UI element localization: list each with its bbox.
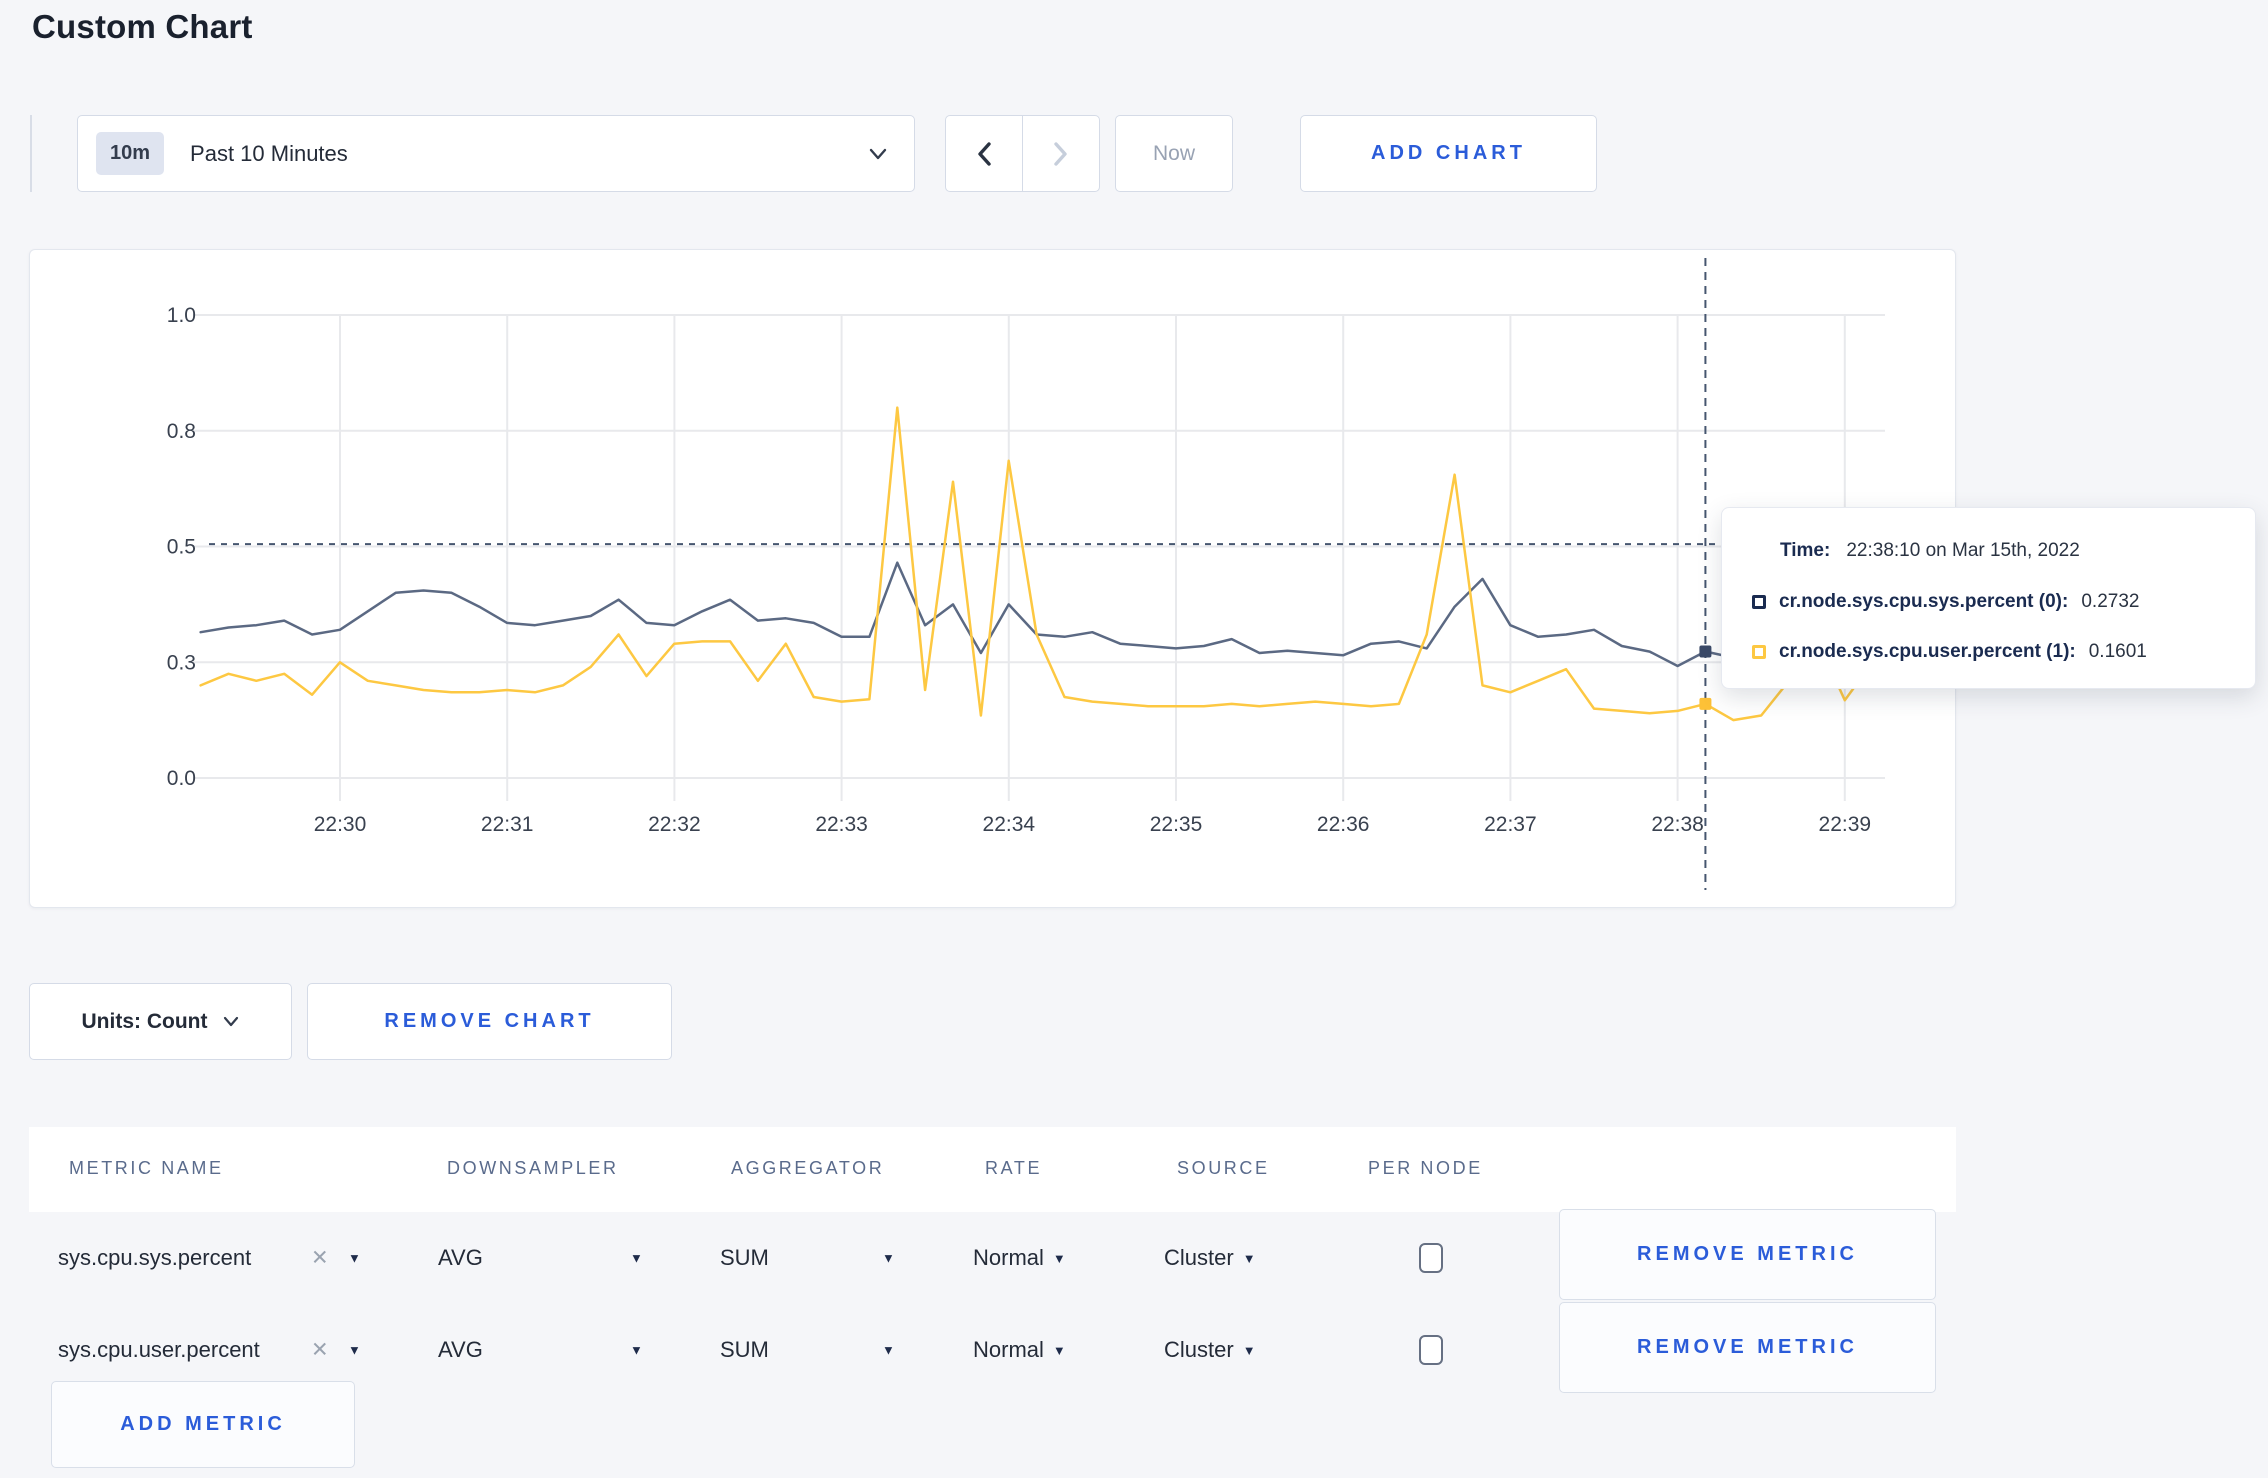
tooltip-series-value: 0.1601 xyxy=(2088,641,2147,662)
prev-time-button[interactable] xyxy=(946,116,1023,191)
add-metric-button[interactable]: ADD METRIC xyxy=(51,1381,355,1468)
next-time-button[interactable] xyxy=(1023,116,1099,191)
user-percent-line xyxy=(199,406,1874,722)
cpu-chart-svg[interactable]: 0.0 0.3 0.5 0.8 1.0 22:30 22:31 22:32 22:33 22:34… xyxy=(30,250,1955,907)
source-dropdown[interactable]: Cluster ▼ xyxy=(1164,1245,1256,1271)
caret-down-icon: ▼ xyxy=(1052,1342,1066,1358)
rate-value: Normal xyxy=(973,1245,1044,1270)
tooltip-series-row: cr.node.sys.cpu.user.percent (1): 0.1601 xyxy=(1752,641,2147,663)
y-axis-label: 0.8 xyxy=(167,420,196,443)
add-chart-button[interactable]: ADD CHART xyxy=(1300,115,1597,192)
chevron-down-icon xyxy=(223,1016,239,1027)
metric-row: sys.cpu.user.percent ✕ ▼ AVG ▼ SUM ▼ Nor… xyxy=(0,1304,2268,1396)
downsampler-caret-down-icon[interactable]: ▼ xyxy=(630,1250,643,1266)
chevron-down-icon xyxy=(868,147,888,161)
sys-percent-line xyxy=(199,561,1874,668)
toolbar-divider xyxy=(30,115,32,192)
chevron-right-icon xyxy=(1053,141,1069,167)
x-axis-label: 22:33 xyxy=(815,813,868,836)
remove-metric-label: REMOVE METRIC xyxy=(1637,1336,1858,1358)
metric-caret-down-icon[interactable]: ▼ xyxy=(348,1342,361,1358)
remove-metric-button[interactable]: REMOVE METRIC xyxy=(1559,1209,1936,1300)
time-nav-arrows xyxy=(945,115,1100,192)
downsampler-dropdown[interactable]: AVG xyxy=(438,1245,483,1270)
aggregator-caret-down-icon[interactable]: ▼ xyxy=(882,1250,895,1266)
x-axis-label: 22:36 xyxy=(1317,813,1370,836)
x-axis-label: 22:31 xyxy=(481,813,534,836)
source-dropdown[interactable]: Cluster ▼ xyxy=(1164,1337,1256,1363)
downsampler-dropdown[interactable]: AVG xyxy=(438,1337,483,1362)
aggregator-caret-down-icon[interactable]: ▼ xyxy=(882,1342,895,1358)
header-rate: RATE xyxy=(985,1158,1043,1178)
add-chart-label: ADD CHART xyxy=(1371,142,1526,164)
per-node-checkbox[interactable] xyxy=(1419,1335,1443,1365)
y-axis-label: 0.3 xyxy=(167,651,196,674)
header-source: SOURCE xyxy=(1177,1158,1270,1178)
remove-chart-button[interactable]: REMOVE CHART xyxy=(307,983,672,1060)
rate-dropdown[interactable]: Normal ▼ xyxy=(973,1245,1066,1271)
sys-percent-hover-dot xyxy=(1699,645,1712,658)
metrics-table-header: METRIC NAME DOWNSAMPLER AGGREGATOR RATE … xyxy=(29,1127,1956,1212)
rate-value: Normal xyxy=(973,1337,1044,1362)
metric-name-value[interactable]: sys.cpu.user.percent xyxy=(58,1337,260,1362)
header-downsampler: DOWNSAMPLER xyxy=(447,1158,619,1178)
now-button[interactable]: Now xyxy=(1115,115,1233,192)
time-range-dropdown[interactable]: 10m Past 10 Minutes xyxy=(77,115,915,192)
time-range-badge: 10m xyxy=(96,132,165,175)
clear-metric-icon[interactable]: ✕ xyxy=(311,1246,329,1270)
tooltip-series-label: cr.node.sys.cpu.sys.percent (0): xyxy=(1779,591,2069,612)
tooltip-time-value: 22:38:10 on Mar 15th, 2022 xyxy=(1846,540,2080,561)
aggregator-dropdown[interactable]: SUM xyxy=(720,1337,769,1362)
header-metric-name: METRIC NAME xyxy=(69,1158,224,1178)
caret-down-icon: ▼ xyxy=(1242,1342,1256,1358)
downsampler-caret-down-icon[interactable]: ▼ xyxy=(630,1342,643,1358)
y-axis-label: 0.5 xyxy=(167,536,196,559)
caret-down-icon: ▼ xyxy=(1242,1250,1256,1266)
x-axis-label: 22:32 xyxy=(648,813,701,836)
user-percent-swatch-icon xyxy=(1752,645,1766,659)
chart-hover-tooltip: Time: 22:38:10 on Mar 15th, 2022 cr.node.… xyxy=(1721,507,2256,689)
x-axis-label: 22:37 xyxy=(1484,813,1537,836)
x-axis-label: 22:39 xyxy=(1819,813,1872,836)
rate-dropdown[interactable]: Normal ▼ xyxy=(973,1337,1066,1363)
remove-metric-label: REMOVE METRIC xyxy=(1637,1243,1858,1265)
units-dropdown[interactable]: Units: Count xyxy=(29,983,292,1060)
remove-metric-button[interactable]: REMOVE METRIC xyxy=(1559,1302,1936,1393)
y-axis-label: 1.0 xyxy=(167,304,196,327)
add-metric-label: ADD METRIC xyxy=(120,1413,286,1435)
x-axis-label: 22:30 xyxy=(314,813,367,836)
metric-caret-down-icon[interactable]: ▼ xyxy=(348,1250,361,1266)
y-axis-label: 0.0 xyxy=(167,767,196,790)
tooltip-series-label: cr.node.sys.cpu.user.percent (1): xyxy=(1779,641,2076,662)
time-range-label: Past 10 Minutes xyxy=(190,140,348,166)
x-axis-label: 22:35 xyxy=(1150,813,1203,836)
user-percent-hover-dot xyxy=(1699,697,1712,710)
remove-chart-label: REMOVE CHART xyxy=(384,1010,595,1032)
header-aggregator: AGGREGATOR xyxy=(731,1158,885,1178)
page-title: Custom Chart xyxy=(32,8,253,45)
units-label: Units: Count xyxy=(81,1009,208,1033)
source-value: Cluster xyxy=(1164,1337,1234,1362)
x-axis-label: 22:38 xyxy=(1651,813,1704,836)
sys-percent-swatch-icon xyxy=(1752,595,1766,609)
aggregator-dropdown[interactable]: SUM xyxy=(720,1245,769,1270)
tooltip-time-label: Time: xyxy=(1780,540,1831,561)
caret-down-icon: ▼ xyxy=(1052,1250,1066,1266)
per-node-checkbox[interactable] xyxy=(1419,1243,1443,1273)
header-per-node: PER NODE xyxy=(1368,1158,1483,1178)
tooltip-series-value: 0.2732 xyxy=(2081,591,2140,612)
chevron-left-icon xyxy=(976,141,992,167)
x-axis-label: 22:34 xyxy=(983,813,1036,836)
source-value: Cluster xyxy=(1164,1245,1234,1270)
metric-name-value[interactable]: sys.cpu.sys.percent xyxy=(58,1245,252,1270)
tooltip-series-row: cr.node.sys.cpu.sys.percent (0): 0.2732 xyxy=(1752,591,2139,613)
clear-metric-icon[interactable]: ✕ xyxy=(311,1338,329,1362)
tooltip-time-row: Time: 22:38:10 on Mar 15th, 2022 xyxy=(1780,540,2080,562)
chart-card: 0.0 0.3 0.5 0.8 1.0 22:30 22:31 22:32 22:33 22:34… xyxy=(29,249,1956,908)
metric-row: sys.cpu.sys.percent ✕ ▼ AVG ▼ SUM ▼ Norm… xyxy=(0,1212,2268,1304)
